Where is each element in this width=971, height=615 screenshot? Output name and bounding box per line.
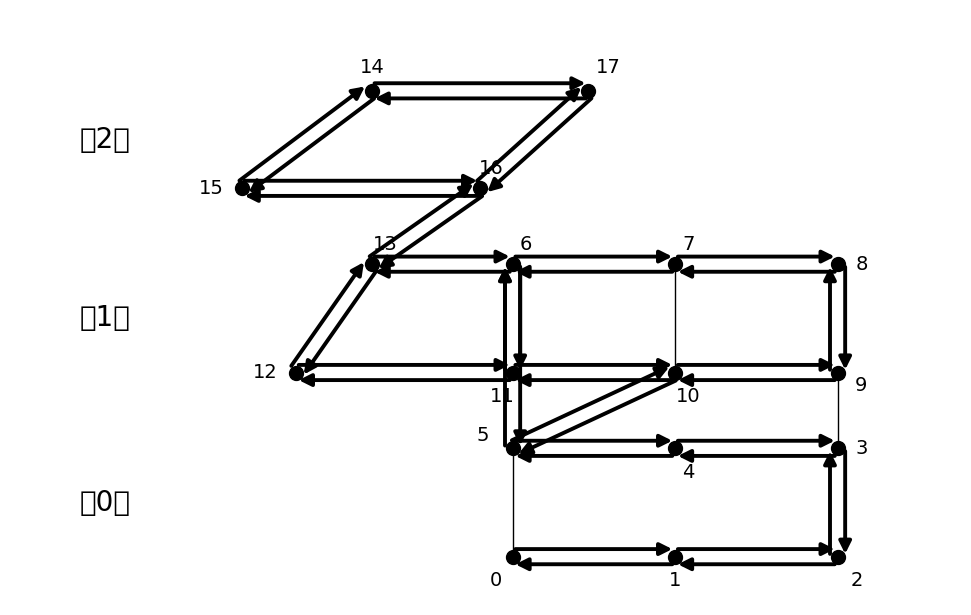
Text: 第2层: 第2层 [80,125,130,154]
Text: 1: 1 [669,571,682,590]
Text: 8: 8 [855,255,868,274]
Text: 3: 3 [855,439,868,458]
Text: 15: 15 [199,179,224,198]
Text: 5: 5 [476,426,488,445]
Text: 2: 2 [851,571,863,590]
Text: 6: 6 [519,235,532,254]
Text: 0: 0 [490,571,502,590]
Text: 4: 4 [682,462,694,482]
Text: 12: 12 [253,363,278,382]
Text: 7: 7 [682,235,694,254]
Text: 17: 17 [595,57,620,76]
Text: 11: 11 [489,387,514,406]
Text: 10: 10 [676,387,700,406]
Text: 13: 13 [372,235,397,254]
Text: 14: 14 [359,57,385,76]
Text: 第0层: 第0层 [80,488,130,517]
Text: 第1层: 第1层 [80,304,130,332]
Text: 9: 9 [855,376,868,395]
Text: 16: 16 [479,159,503,178]
